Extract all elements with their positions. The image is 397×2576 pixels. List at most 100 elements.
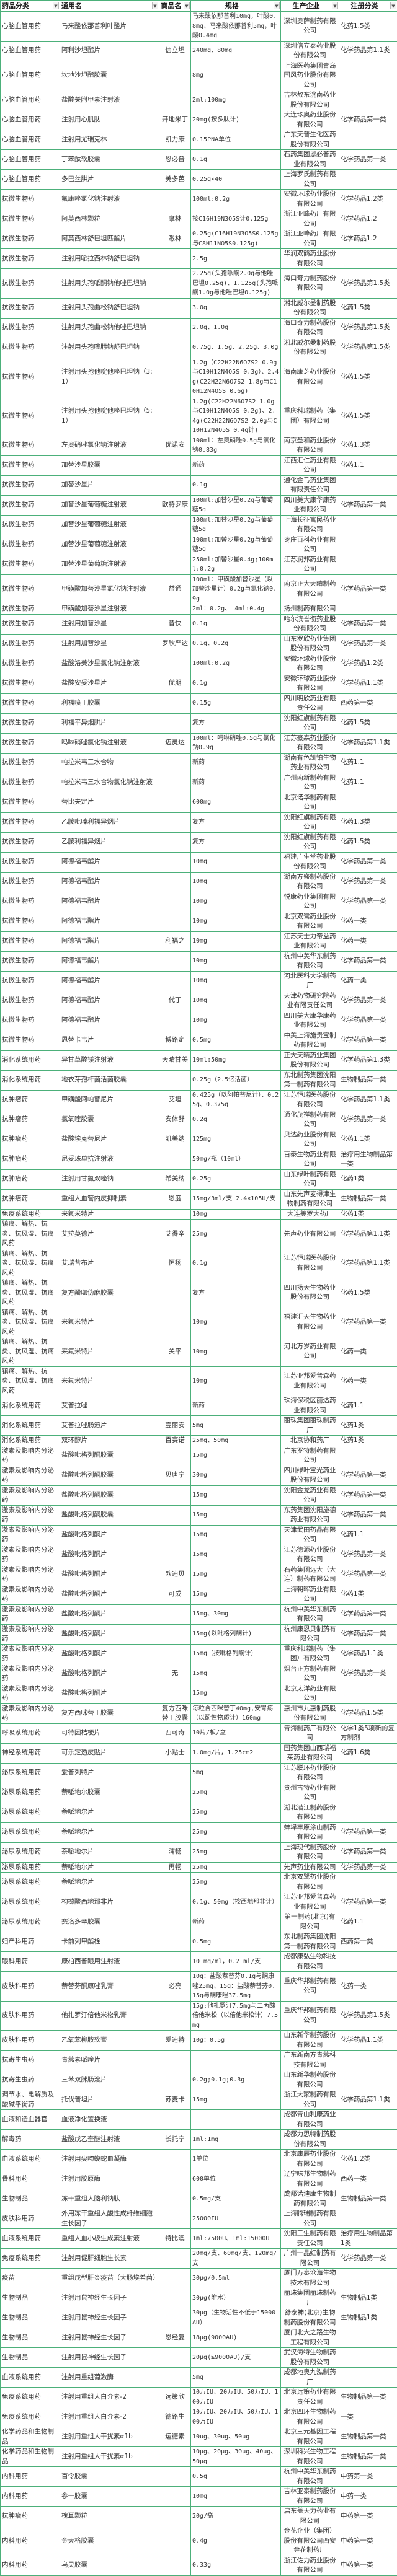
cell-generic-name[interactable]: 注射用头孢哌酮钠他唑巴坦钠 — [60, 269, 159, 299]
cell-brand-name[interactable] — [159, 1952, 191, 1972]
cell-registration-class[interactable]: 中药一类 — [339, 2487, 397, 2507]
cell-registration-class[interactable]: 化学药品1.1类 — [339, 1644, 397, 1664]
cell-generic-name[interactable]: 盐酸吡格列酮片 — [60, 1624, 159, 1644]
cell-manufacturer[interactable]: 北京双鹭药业股份有限公司 — [281, 912, 339, 931]
cell-category[interactable]: 激素及影响内分泌药 — [1, 1585, 60, 1604]
cell-specification[interactable]: 15mg — [191, 1585, 281, 1604]
cell-category[interactable]: 激素及影响内分泌药 — [1, 1684, 60, 1703]
cell-manufacturer[interactable]: 四川美大康华康药业有限公司 — [281, 1011, 339, 1031]
cell-specification[interactable]: 1ml:7500U、1ml:15000U — [191, 2229, 281, 2249]
cell-category[interactable]: 化学药品和生物制品 — [1, 2427, 60, 2447]
cell-generic-name[interactable]: 可乐定透皮贴片 — [60, 1743, 159, 1763]
cell-specification[interactable]: 复方 — [191, 713, 281, 733]
cell-category[interactable]: 抗微生物药 — [1, 832, 60, 852]
cell-generic-name[interactable]: 艾普拉唑肠溶片 — [60, 1416, 159, 1436]
cell-brand-name[interactable]: 恒扬 — [159, 1249, 191, 1278]
cell-brand-name[interactable] — [159, 2447, 191, 2467]
cell-category[interactable]: 抗微生物药 — [1, 318, 60, 338]
cell-registration-class[interactable]: 中药第一类 — [339, 2556, 397, 2575]
cell-registration-class[interactable]: 化学药品第一类 — [339, 892, 397, 912]
cell-category[interactable]: 泌尿系统用药 — [1, 1842, 60, 1862]
cell-manufacturer[interactable]: 江苏亚邦爱普森药业有限公司 — [281, 1366, 339, 1396]
cell-specification[interactable]: 30mg — [191, 1466, 281, 1485]
cell-brand-name[interactable]: 昔快 — [159, 614, 191, 634]
cell-registration-class[interactable]: 化学药品1.2 — [339, 229, 397, 249]
cell-manufacturer[interactable]: 山东绿叶制药有限公司 — [281, 1169, 339, 1189]
cell-manufacturer[interactable]: 华润双鹤药业股份有限公司 — [281, 249, 339, 269]
cell-brand-name[interactable]: 美多芭 — [159, 170, 191, 190]
cell-specification[interactable]: 5mg — [191, 1416, 281, 1436]
cell-registration-class[interactable]: 生物制品第一类 — [339, 2189, 397, 2209]
cell-specification[interactable]: 0.1g、0.2g — [191, 634, 281, 654]
cell-brand-name[interactable] — [159, 654, 191, 674]
cell-specification[interactable]: 10mg — [191, 951, 281, 971]
cell-specification[interactable]: 15mg — [191, 1684, 281, 1703]
cell-specification[interactable]: 10mg — [191, 1209, 281, 1220]
cell-manufacturer[interactable]: 四川绿叶宝光药业股份有限公司 — [281, 1466, 339, 1485]
cell-generic-name[interactable]: 加替沙星片 — [60, 475, 159, 495]
cell-registration-class[interactable]: 生物制品1类 — [339, 2288, 397, 2308]
cell-manufacturer[interactable]: 启东盖天力药业有限公司 — [281, 2507, 339, 2526]
cell-brand-name[interactable] — [159, 604, 191, 615]
cell-specification[interactable]: 1.2g(C22H22N6O7S2 1.0g与C10H12N4O5S 0.2g)… — [191, 397, 281, 436]
cell-manufacturer[interactable]: 东北制药集团沈阳第一制药有限公司 — [281, 1932, 339, 1952]
cell-specification[interactable]: 15mg/3ml/支 2.4×105U/支 — [191, 1189, 281, 1209]
cell-generic-name[interactable]: 重组人血小板生成素注射液 — [60, 2229, 159, 2249]
cell-generic-name[interactable]: 阿莫西林舒巴坦匹酯片 — [60, 229, 159, 249]
cell-registration-class[interactable]: 化药一类 — [339, 1337, 397, 1367]
cell-generic-name[interactable]: 参一胶囊 — [60, 2487, 159, 2507]
cell-specification[interactable]: 25mg — [191, 1862, 281, 1873]
cell-manufacturer[interactable]: 国药集团山西瑞福莱药业有限公司 — [281, 1743, 339, 1763]
cell-generic-name[interactable]: 帕拉米韦三水合物氯化钠注射液 — [60, 773, 159, 793]
cell-specification[interactable]: 2ml:100mg — [191, 90, 281, 110]
cell-category[interactable]: 抗微生物药 — [1, 209, 60, 229]
cell-category[interactable]: 抗微生物药 — [1, 793, 60, 812]
cell-manufacturer[interactable]: 湖南方盛制药股份有限公司 — [281, 872, 339, 892]
cell-manufacturer[interactable]: 天津武田药品有限公司 — [281, 1525, 339, 1545]
cell-brand-name[interactable]: 必亮 — [159, 1972, 191, 2002]
cell-generic-name[interactable]: 萘哌地尔片 — [60, 1862, 159, 1873]
cell-registration-class[interactable]: 化学药品第1.1类 — [339, 2090, 397, 2110]
cell-brand-name[interactable] — [159, 2209, 191, 2229]
cell-registration-class[interactable] — [339, 793, 397, 812]
cell-registration-class[interactable]: 化药1.5类 — [339, 298, 397, 318]
cell-category[interactable]: 消化系统用药 — [1, 1436, 60, 1446]
cell-registration-class[interactable]: 西药第一类 — [339, 693, 397, 713]
cell-manufacturer[interactable]: 上海罗氏制药有限公司 — [281, 170, 339, 190]
cell-generic-name[interactable]: 加替沙星葡萄糖注射液 — [60, 555, 159, 574]
cell-generic-name[interactable]: 注射用重组人白介素-2 — [60, 2388, 159, 2407]
cell-manufacturer[interactable]: 广东罗特制药有限公司 — [281, 1446, 339, 1466]
cell-registration-class[interactable]: 化学药品第1.1类 — [339, 41, 397, 61]
cell-brand-name[interactable]: 欧特罗康 — [159, 495, 191, 515]
cell-specification[interactable]: 0.425g（以阿帕替尼计）、0.25g、0.375g — [191, 1090, 281, 1110]
cell-manufacturer[interactable]: 四川扬天生物药业股份有限公司 — [281, 1278, 339, 1308]
cell-manufacturer[interactable]: 湘北威尔曼制药股份有限公司 — [281, 338, 339, 358]
cell-brand-name[interactable] — [159, 1892, 191, 1912]
cell-registration-class[interactable]: 化药1.5类 — [339, 12, 397, 42]
cell-category[interactable]: 抗微生物药 — [1, 515, 60, 535]
cell-generic-name[interactable]: 阿德福韦酯片 — [60, 852, 159, 872]
cell-category[interactable]: 内科用药 — [1, 2467, 60, 2487]
cell-specification[interactable]: 30μg（生物活性不低于15000AU） — [191, 2308, 281, 2328]
cell-brand-name[interactable] — [159, 318, 191, 338]
cell-specification[interactable]: 10mg — [191, 852, 281, 872]
cell-specification[interactable]: 10mg — [191, 971, 281, 991]
cell-category[interactable]: 生物制品 — [1, 2189, 60, 2209]
cell-brand-name[interactable] — [159, 2110, 191, 2130]
cell-brand-name[interactable] — [159, 852, 191, 872]
cell-manufacturer[interactable]: 四川明欣药业有限责任公司 — [281, 693, 339, 713]
cell-generic-name[interactable]: 槐耳颗粒 — [60, 2507, 159, 2526]
cell-category[interactable]: 生物制品 — [1, 2308, 60, 2328]
cell-manufacturer[interactable]: 山东新华制药股份有限公司 — [281, 2070, 339, 2090]
cell-specification[interactable]: 5mg — [191, 1763, 281, 1783]
cell-registration-class[interactable]: 中药第一类 — [339, 2507, 397, 2526]
cell-specification[interactable]: 0.25g（2.5亿活菌） — [191, 1070, 281, 1090]
cell-brand-name[interactable] — [159, 1783, 191, 1803]
cell-brand-name[interactable] — [159, 971, 191, 991]
cell-generic-name[interactable]: 萘哌地尔片 — [60, 1803, 159, 1822]
cell-category[interactable]: 神经系统用药 — [1, 1743, 60, 1763]
cell-manufacturer[interactable]: 贵州古特药业有限公司 — [281, 1783, 339, 1803]
cell-registration-class[interactable] — [339, 170, 397, 190]
cell-registration-class[interactable] — [339, 535, 397, 555]
cell-manufacturer[interactable]: 海口奇力制药股份有限公司 — [281, 318, 339, 338]
